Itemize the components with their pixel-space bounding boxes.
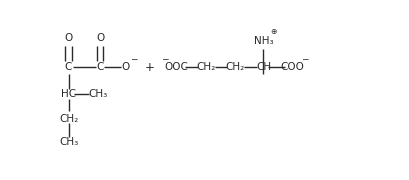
Text: +: +: [144, 61, 154, 74]
Text: −: −: [130, 54, 138, 63]
Text: CH₂: CH₂: [197, 62, 216, 72]
Text: O: O: [65, 33, 73, 43]
Text: NH₃: NH₃: [254, 36, 273, 46]
Text: CH₃: CH₃: [59, 137, 78, 147]
Text: −: −: [301, 54, 308, 63]
Text: O: O: [96, 33, 104, 43]
Text: O: O: [121, 62, 130, 72]
Text: C: C: [97, 62, 104, 72]
Text: C: C: [65, 62, 72, 72]
Text: HC: HC: [61, 89, 76, 99]
Text: CH₃: CH₃: [88, 89, 108, 99]
Text: CH₂: CH₂: [59, 114, 78, 124]
Text: ⊕: ⊕: [270, 27, 276, 36]
Text: COO: COO: [280, 62, 304, 72]
Text: −: −: [161, 54, 169, 63]
Text: OOC: OOC: [164, 62, 188, 72]
Text: CH₂: CH₂: [225, 62, 245, 72]
Text: CH: CH: [256, 62, 271, 72]
